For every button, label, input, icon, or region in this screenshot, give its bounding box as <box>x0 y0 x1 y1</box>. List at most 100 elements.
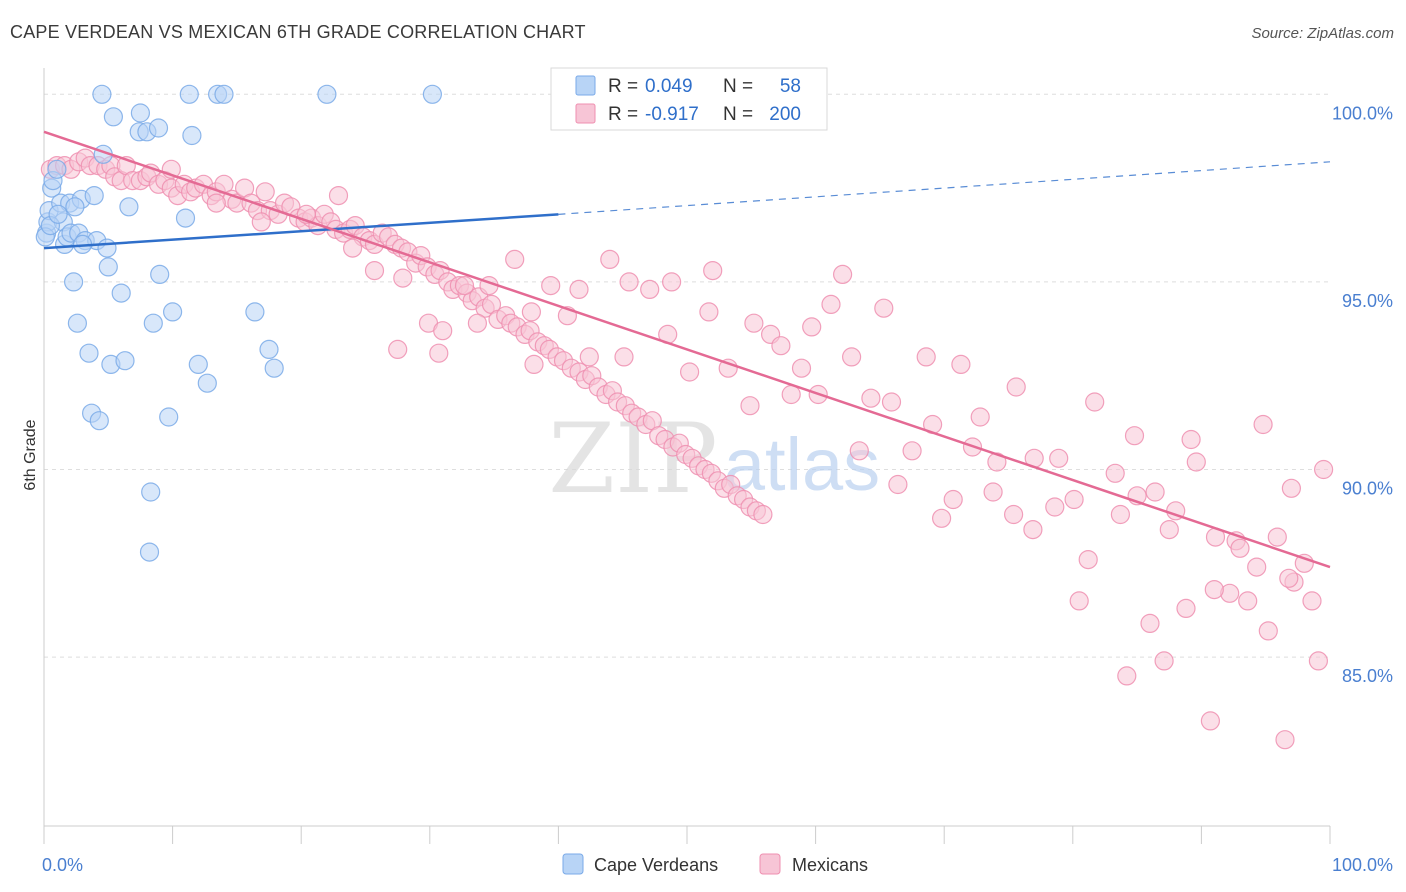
mexican-point-182 <box>1181 429 1201 450</box>
mexican-point-189 <box>1023 519 1043 540</box>
cape-verdean-point-42 <box>179 84 199 104</box>
mexican-point-127 <box>699 302 719 322</box>
mexican-point-173 <box>1200 711 1221 731</box>
cape-verdean-point-48 <box>245 302 265 322</box>
mexican-point-125 <box>661 272 682 292</box>
cape-verdean-point-32 <box>130 103 150 123</box>
mexican-point-146 <box>1085 392 1105 412</box>
mexican-point-114 <box>429 343 449 363</box>
cape-verdean-trend-line <box>43 213 559 250</box>
mexican-point-121 <box>579 347 599 367</box>
cape-verdean-point-41 <box>175 208 196 228</box>
cape-verdean-point-40 <box>163 302 183 322</box>
cape-verdean-trend-extension <box>558 161 1331 215</box>
cape-verdean-point-38 <box>150 264 170 284</box>
mexican-point-159 <box>1275 730 1295 750</box>
mexican-point-175 <box>1238 591 1258 611</box>
mexican-point-147 <box>1105 463 1125 483</box>
axes <box>43 68 1331 844</box>
legend-n-label-cape: N = <box>723 76 753 97</box>
mexican-point-200 <box>569 279 589 299</box>
cape-verdean-point-24 <box>97 238 117 258</box>
mexican-point-112 <box>393 268 413 288</box>
mexican-trend-line <box>43 130 1331 569</box>
mexican-point-157 <box>1302 591 1322 611</box>
watermark: ZIP atlas <box>548 403 880 515</box>
mexican-point-184 <box>1230 538 1250 558</box>
legend-swatch-cape <box>575 75 596 96</box>
mexican-point-132 <box>802 317 822 337</box>
mexican-point-145 <box>1064 489 1084 510</box>
mexican-point-122 <box>600 249 620 269</box>
mexican-point-196 <box>744 313 764 333</box>
mexican-point-188 <box>1069 591 1089 611</box>
cape-verdean-point-30 <box>119 197 139 217</box>
y-tick-label-2: 90.0% <box>1342 479 1393 499</box>
mexican-point-195 <box>791 358 812 378</box>
mexican-point-179 <box>1117 666 1137 686</box>
mexican-point-205 <box>343 238 363 258</box>
y-tick-label-1: 95.0% <box>1342 291 1393 311</box>
mexican-point-197 <box>703 261 723 281</box>
cape-verdean-point-50 <box>264 358 284 378</box>
chart-source: Source: ZipAtlas.com <box>1251 25 1394 42</box>
legend-r-label-cape: R = <box>608 76 638 97</box>
mexican-point-144 <box>1045 497 1065 517</box>
mexican-point-158 <box>1308 651 1329 671</box>
mexican-point-165 <box>970 407 990 427</box>
legend-r-label-mex: R = <box>608 104 638 125</box>
mexican-point-160 <box>771 336 791 356</box>
mexican-point-207 <box>251 212 271 232</box>
mexican-point-166 <box>1006 377 1026 397</box>
legend-r-value-mex: -0.917 <box>645 104 699 125</box>
cape-verdean-point-49 <box>259 339 279 359</box>
y-tick-label-3: 85.0% <box>1342 666 1393 686</box>
legend-stats-box <box>550 67 828 131</box>
mexican-point-149 <box>1145 482 1165 502</box>
cape-verdean-point-55 <box>48 204 68 224</box>
mexican-point-162 <box>849 441 869 461</box>
legend-stats: R = 0.049 N = 58 R = -0.917 N = 200 <box>550 67 828 131</box>
legend-bottom-swatch-cape <box>562 853 584 875</box>
mexican-point-176 <box>1258 621 1278 641</box>
mexican-point-186 <box>1281 478 1302 498</box>
mexican-point-167 <box>1049 448 1069 468</box>
x-tick-label-1: 100.0% <box>1332 855 1393 875</box>
mexican-point-109 <box>753 504 773 525</box>
mexican-point-199 <box>614 347 634 367</box>
legend-n-value-cape: 58 <box>780 76 801 97</box>
cape-verdean-point-17 <box>79 343 99 363</box>
cape-verdean-point-52 <box>422 84 442 104</box>
mexican-point-163 <box>888 474 908 495</box>
cape-verdean-point-37 <box>148 118 169 138</box>
legend-n-label-mex: N = <box>723 104 753 125</box>
mexican-point-181 <box>1159 519 1179 540</box>
cape-verdean-point-45 <box>197 373 217 393</box>
legend-bottom-swatch-mex <box>759 853 781 875</box>
chart-title: CAPE VERDEAN VS MEXICAN 6TH GRADE CORREL… <box>10 22 586 42</box>
cape-verdean-point-22 <box>92 84 112 104</box>
cape-verdean-point-19 <box>84 186 104 206</box>
mexican-point-124 <box>640 279 660 299</box>
mexican-point-154 <box>1247 557 1267 577</box>
mexican-point-142 <box>1003 504 1024 525</box>
mexican-point-183 <box>1204 579 1224 600</box>
mexican-point-110 <box>328 186 349 206</box>
mexican-point-141 <box>983 482 1003 502</box>
mexican-point-168 <box>1078 549 1098 570</box>
mexican-point-177 <box>1279 568 1299 588</box>
mexican-point-155 <box>1267 527 1287 547</box>
mexican-point-191 <box>951 354 971 374</box>
cape-verdean-point-28 <box>111 283 131 303</box>
cape-verdean-point-5 <box>47 159 67 179</box>
cape-verdean-point-47 <box>214 84 234 104</box>
mexican-point-136 <box>881 392 902 412</box>
mexican-point-171 <box>1154 651 1174 671</box>
cape-verdean-point-35 <box>141 482 161 502</box>
mexican-point-126 <box>679 362 700 382</box>
mexican-point-170 <box>1140 613 1160 634</box>
y-axis-label: 6th Grade <box>22 419 39 490</box>
x-tick-label-0: 0.0% <box>42 855 83 875</box>
y-tick-label-0: 100.0% <box>1332 103 1393 123</box>
cape-verdean-point-27 <box>103 107 124 127</box>
